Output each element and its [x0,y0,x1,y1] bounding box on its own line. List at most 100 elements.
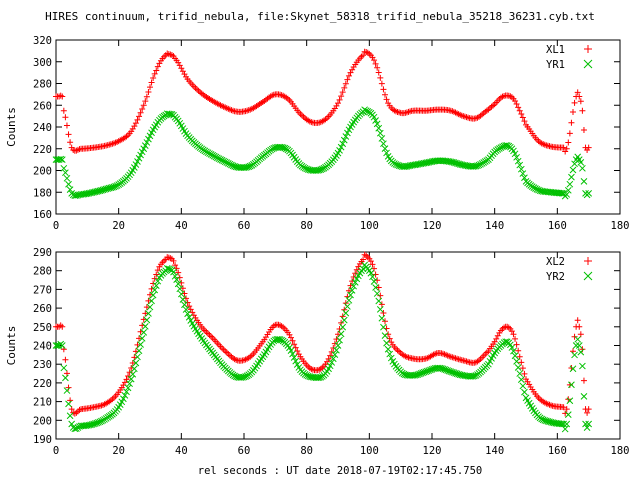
data-point [383,149,390,157]
y-tick-label: 210 [33,397,52,409]
data-point [568,173,575,181]
data-point [146,303,154,311]
data-point [206,331,213,338]
data-point [513,101,520,108]
data-point [68,406,75,413]
data-point [572,342,580,349]
data-point [564,411,572,418]
data-point [367,258,374,265]
data-point [317,373,325,381]
data-point [176,62,183,69]
data-point [175,269,182,276]
data-point [563,420,571,428]
data-point [65,400,72,408]
data-point [516,370,524,377]
x-tick-label: 80 [300,445,313,457]
data-point [182,306,190,313]
data-point [344,76,351,83]
data-point [475,161,483,169]
x-tick-label: 20 [112,445,125,457]
data-point [327,352,334,359]
y-tick-label: 160 [33,209,52,221]
data-point [585,420,593,428]
data-point [181,301,188,309]
data-point [135,347,143,355]
data-point [167,255,174,262]
data-point [62,356,69,363]
data-point [270,322,277,329]
data-point [561,425,569,433]
data-point [372,284,379,291]
data-point [208,333,215,340]
data-point [124,384,132,392]
data-point [381,332,389,339]
data-point [566,397,574,405]
data-point [55,156,63,163]
data-point [383,339,390,347]
data-point [521,370,528,377]
data-point [59,93,66,100]
data-point [223,159,231,166]
data-point [516,161,524,169]
data-point [380,310,387,317]
x-tick-label: 140 [485,445,504,457]
data-point [52,342,60,349]
data-point [563,191,571,198]
data-point [63,122,70,129]
data-point [57,322,64,329]
data-point [374,64,381,71]
data-point [505,324,512,331]
data-point [62,114,69,121]
data-point [67,139,74,146]
x-tick-label: 0 [53,220,59,232]
data-point [511,352,519,360]
data-point [151,286,159,294]
data-point [347,69,354,76]
data-point [66,186,74,193]
data-point [177,290,185,298]
data-point [298,112,305,119]
data-point [225,351,232,358]
data-point [328,359,336,366]
data-point [577,348,585,356]
data-point [317,119,324,126]
data-point [226,352,233,359]
data-point [338,93,345,100]
data-point [370,278,378,285]
data-point [382,91,388,98]
x-tick-label: 0 [53,445,59,457]
data-point [585,406,592,413]
data-point [377,292,384,299]
data-point [153,67,160,74]
data-point [176,274,183,281]
data-point [375,124,383,132]
data-point [452,355,459,362]
series-XL2 [53,251,592,417]
data-point [173,276,180,284]
data-point [141,322,149,330]
data-point [503,142,511,149]
data-point [287,347,295,355]
data-point [129,370,137,378]
data-point [132,120,139,127]
data-point [376,129,384,137]
data-point [577,98,584,105]
data-point [510,331,517,338]
data-point [583,424,591,432]
data-point [141,142,149,150]
series-YR2 [52,261,593,433]
data-point [150,74,157,81]
data-point [121,379,128,386]
data-point [76,406,83,413]
data-point [569,166,577,174]
data-point [403,109,410,116]
data-point [333,346,340,354]
data-point [360,256,367,263]
data-point [168,51,175,58]
y-tick-label: 240 [33,122,52,134]
data-point [65,131,72,138]
data-point [215,155,223,163]
data-point [347,291,354,299]
data-point [112,182,119,190]
y-tick-label: 230 [33,359,52,371]
